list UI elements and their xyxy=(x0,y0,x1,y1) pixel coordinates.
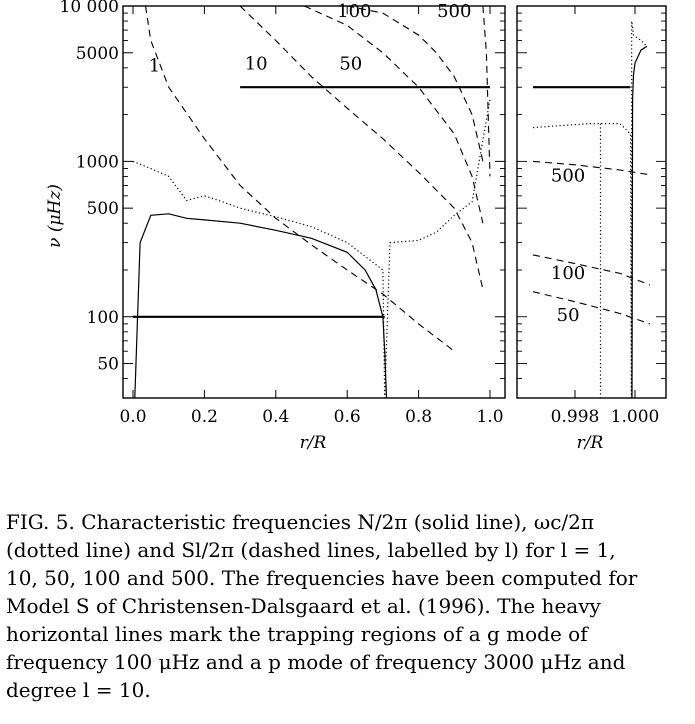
left-x-tick-label: 0.0 xyxy=(119,407,146,427)
left-x-tick-label: 0.2 xyxy=(191,407,218,427)
caption-line: FIG. 5. Characteristic frequencies N/2π … xyxy=(6,510,594,534)
left-series-solid-0 xyxy=(134,213,388,399)
caption-line: horizontal lines mark the trapping regio… xyxy=(6,622,588,646)
right-x-tick-label: 1.000 xyxy=(611,407,660,427)
right-x-tick-label: 0.998 xyxy=(551,407,600,427)
left-series-dotted-1 xyxy=(132,99,491,399)
chart-svg: 0.0 0.2 0.4 0.6 0.8 1.0 50 100 500 1000 5000 10 000… xyxy=(45,0,667,453)
left-curve-label: 100 xyxy=(337,1,371,22)
x-axis-label-right: r/R xyxy=(577,433,604,453)
left-series-dashed-6 xyxy=(482,5,491,177)
left-frame xyxy=(122,5,506,399)
right-curve-label: 50 xyxy=(557,305,580,326)
right-curve-label: 500 xyxy=(551,166,585,187)
caption-line: 10, 50, 100 and 500. The frequencies hav… xyxy=(6,566,638,590)
left-y-tick-label: 10 000 xyxy=(60,0,119,17)
x-axis-label-left: r/R xyxy=(300,433,327,453)
left-curve-label: 50 xyxy=(339,54,362,75)
left-x-tick-label: 1.0 xyxy=(476,407,503,427)
caption-line: degree l = 10. xyxy=(6,678,151,702)
right-panel: 0.998 1.000 500 100 50 xyxy=(516,5,667,427)
caption-line: frequency 100 μHz and a p mode of freque… xyxy=(6,650,626,674)
right-series-solid-0 xyxy=(631,45,648,399)
right-series-dashed-4 xyxy=(532,254,651,286)
caption-line: (dotted line) and Sl/2π (dashed lines, l… xyxy=(6,538,616,562)
left-y-tick-label: 500 xyxy=(87,199,119,219)
left-curve-label: 1 xyxy=(149,55,160,76)
right-frame xyxy=(516,5,667,399)
left-x-tick-label: 0.4 xyxy=(262,407,289,427)
left-series-dashed-4 xyxy=(304,5,484,224)
left-panel: 0.0 0.2 0.4 0.6 0.8 1.0 50 100 500 1000 5000 10 000… xyxy=(60,0,506,427)
left-y-tick-label: 100 xyxy=(87,308,119,328)
right-curve-label: 100 xyxy=(551,263,585,284)
left-series-dashed-3 xyxy=(239,5,484,290)
caption-line: Model S of Christensen-Dalsgaard et al. … xyxy=(6,594,601,618)
right-series-dotted-1 xyxy=(532,21,648,399)
figure: 0.0 0.2 0.4 0.6 0.8 1.0 50 100 500 1000 5000 10 000… xyxy=(45,0,667,453)
left-curve-label: 500 xyxy=(437,1,471,22)
left-y-tick-label: 50 xyxy=(97,355,119,375)
left-x-tick-label: 0.6 xyxy=(334,407,361,427)
y-axis-label: ν (μHz) xyxy=(45,184,65,248)
left-curve-label: 10 xyxy=(245,54,268,75)
left-y-tick-label: 5000 xyxy=(76,44,119,64)
left-y-tick-label: 1000 xyxy=(76,152,119,172)
right-series-dashed-3 xyxy=(532,160,651,176)
left-series-dashed-5 xyxy=(347,5,484,162)
right-series-dashed-5 xyxy=(532,291,651,325)
left-series-dashed-2 xyxy=(144,5,455,352)
left-x-tick-label: 0.8 xyxy=(405,407,432,427)
figure-caption: FIG. 5. Characteristic frequencies N/2π … xyxy=(6,508,690,704)
